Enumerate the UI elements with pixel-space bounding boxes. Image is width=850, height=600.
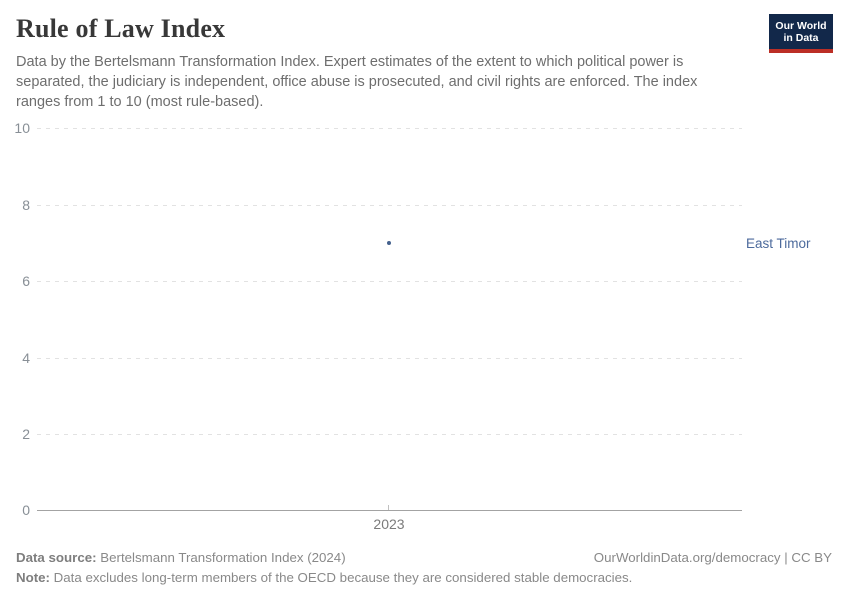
owid-logo[interactable]: Our World in Data [769, 14, 833, 53]
y-tick-label: 8 [22, 196, 30, 213]
plot-area: 10 8 6 4 2 0 2023 [14, 120, 742, 532]
x-axis-line [37, 510, 742, 511]
entity-label-east-timor[interactable]: East Timor [746, 236, 811, 251]
gridline-10 [37, 128, 742, 129]
page-title: Rule of Law Index [16, 14, 226, 43]
gridline-4 [37, 357, 742, 359]
y-tick-label: 6 [22, 273, 30, 289]
chart-footer: Data source: Bertelsmann Transformation … [16, 548, 832, 588]
note-text: Data excludes long-term members of the O… [49, 570, 633, 585]
data-source-text: Bertelsmann Transformation Index (2024) [96, 550, 346, 565]
owid-logo-line2: in Data [783, 31, 819, 44]
y-tick-label: 0 [22, 502, 30, 518]
y-tick-label: 2 [22, 426, 30, 442]
gridline-6 [37, 281, 742, 282]
data-source-label: Data source: [16, 550, 97, 565]
gridline-8 [37, 204, 742, 206]
x-tick-mark [388, 505, 389, 510]
note-line: Note: Data excludes long-term members of… [16, 570, 632, 585]
y-tick-label: 4 [22, 349, 30, 366]
data-point-east-timor-2023[interactable] [387, 241, 391, 245]
note-label: Note: [16, 570, 50, 585]
x-tick-label: 2023 [373, 516, 405, 532]
owid-license-link[interactable]: OurWorldinData.org/democracy | CC BY [593, 550, 832, 565]
gridline-2 [37, 434, 742, 435]
owid-logo-line1: Our World [775, 19, 827, 32]
y-tick-label: 10 [14, 120, 30, 136]
data-source-line: Data source: Bertelsmann Transformation … [16, 548, 346, 568]
chart-subtitle: Data by the Bertelsmann Transformation I… [16, 54, 698, 110]
